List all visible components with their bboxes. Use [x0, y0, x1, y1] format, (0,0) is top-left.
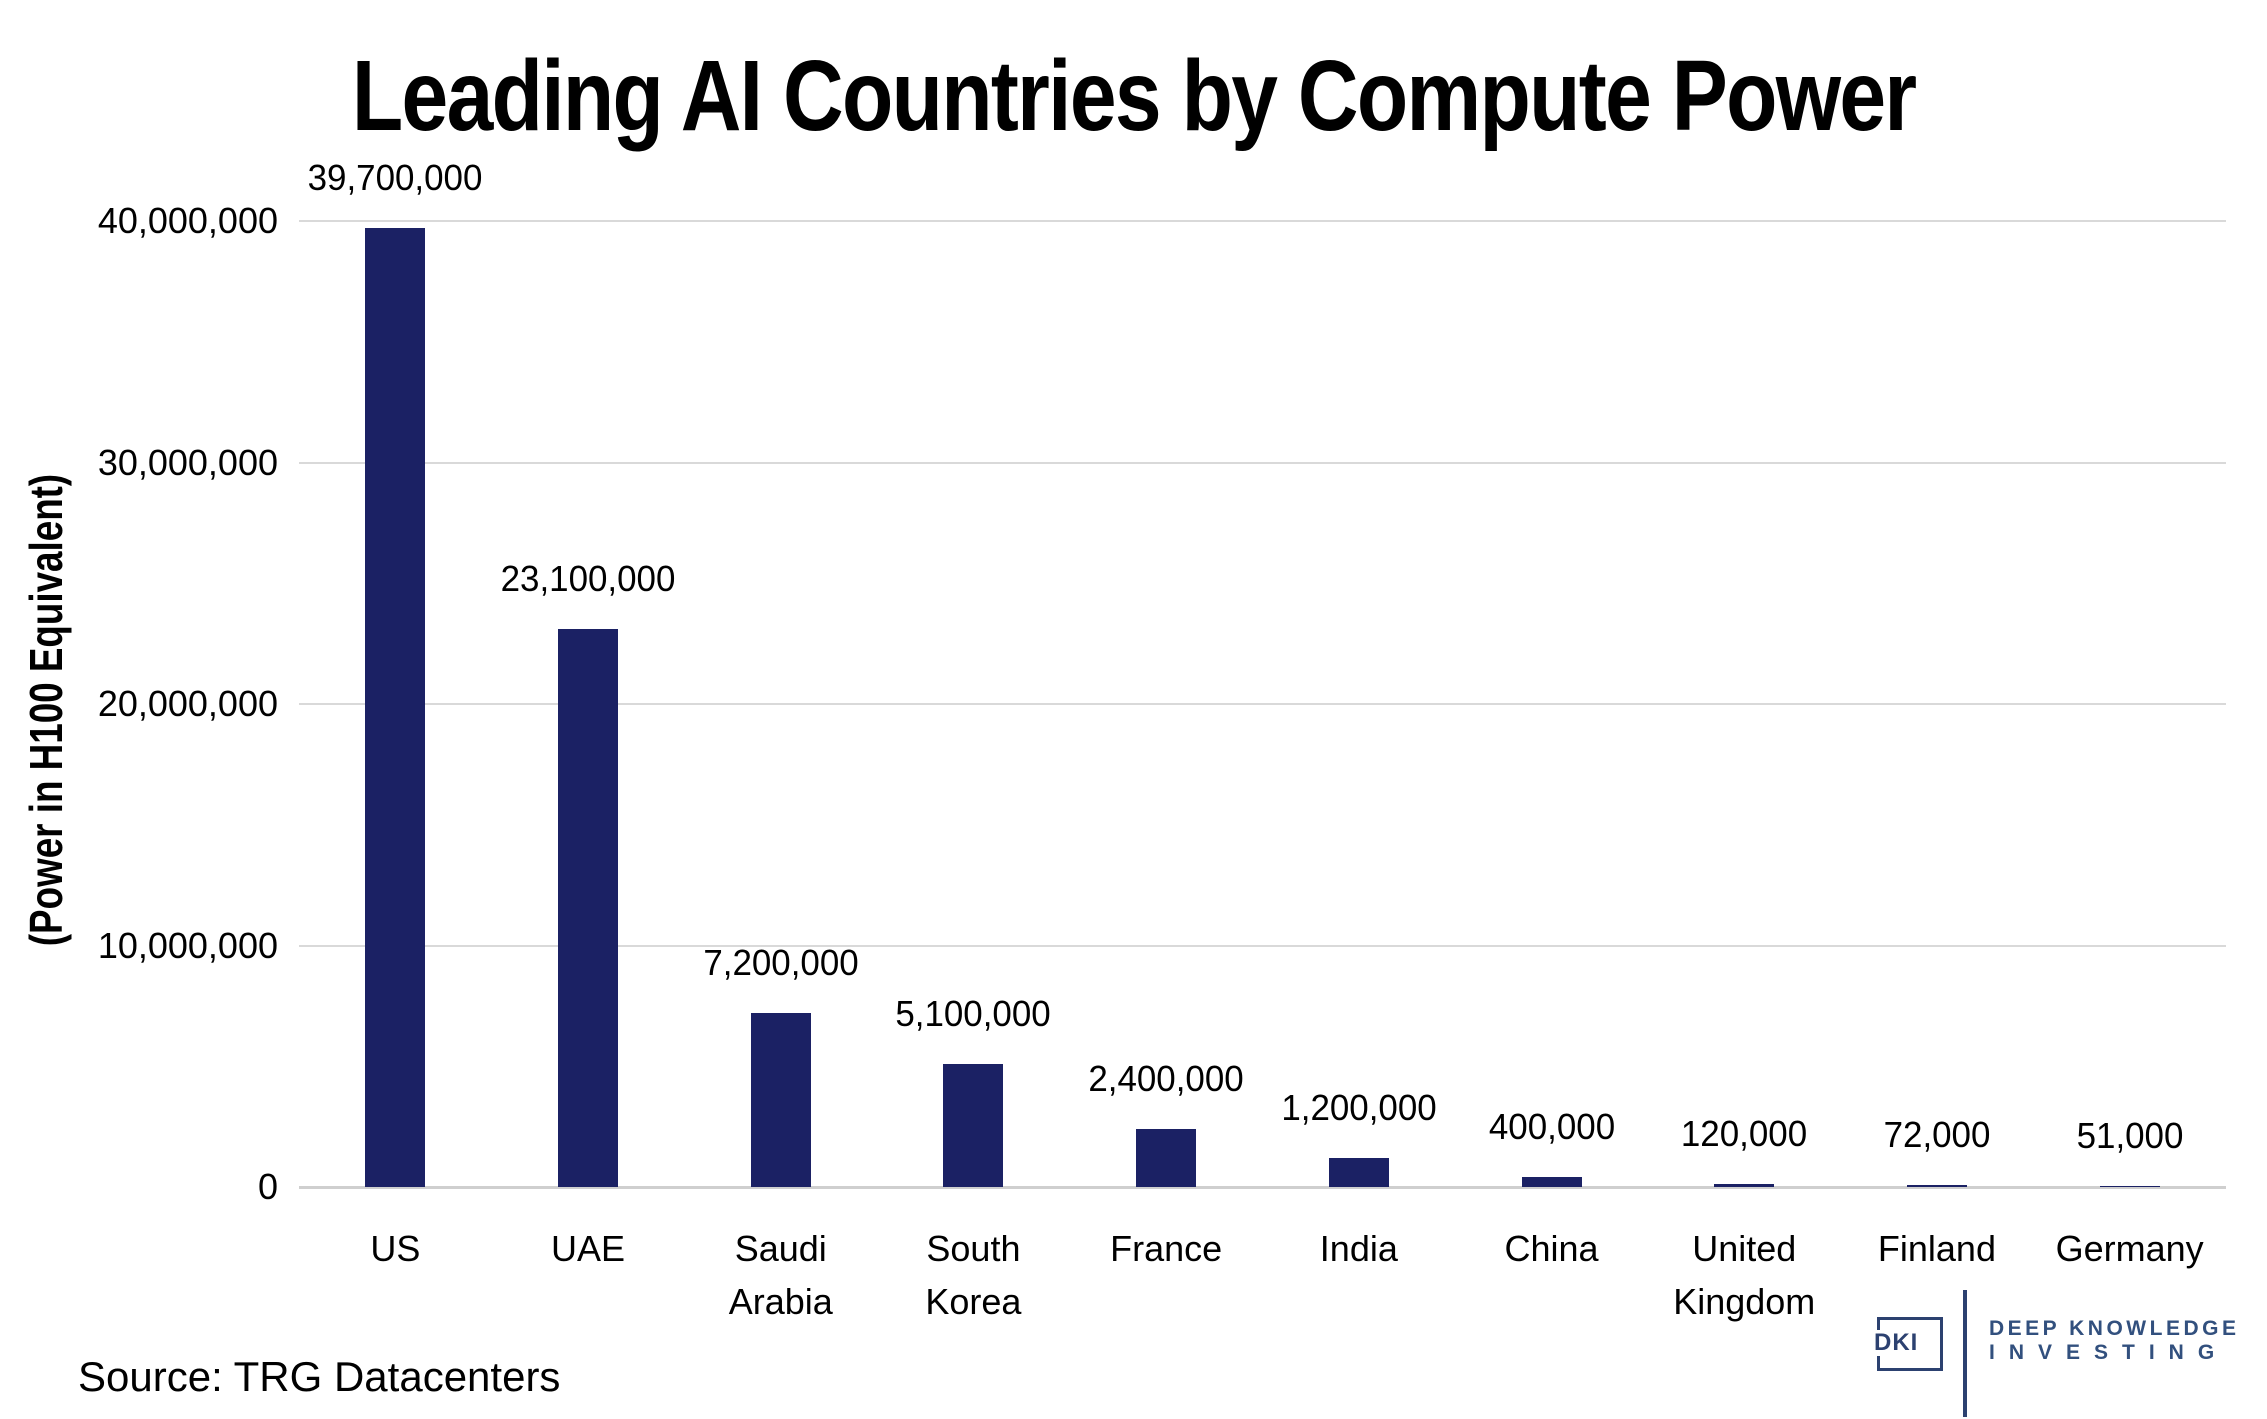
x-axis-label: South Korea	[877, 1222, 1070, 1328]
x-axis-label-line: South	[926, 1228, 1021, 1269]
x-axis-label-line: Finland	[1877, 1228, 1996, 1269]
y-tick-label: 30,000,000	[97, 441, 278, 483]
bar-value-label: 1,200,000	[1281, 1087, 1437, 1129]
dki-logo: DKI DEEP KNOWLEDGE INVESTING	[1855, 1288, 2267, 1419]
bar-france	[1136, 1129, 1197, 1187]
bar-value-label: 72,000	[1883, 1114, 1991, 1156]
x-axis-label-line: United	[1692, 1228, 1797, 1269]
x-axis-label-line: UAE	[551, 1228, 626, 1269]
gridline	[299, 461, 2226, 464]
bar-value-label: 2,400,000	[1088, 1058, 1244, 1100]
bar-saudi-arabia	[750, 1013, 811, 1187]
x-axis-label: US	[299, 1222, 492, 1275]
x-axis-label: United Kingdom	[1648, 1222, 1841, 1328]
x-axis-label: Finland	[1841, 1222, 2034, 1275]
bar-india	[1328, 1158, 1389, 1187]
y-tick-label: 0	[257, 1166, 278, 1207]
gridline	[299, 1186, 2226, 1189]
x-axis-label: China	[1455, 1222, 1648, 1275]
bar-us	[365, 228, 426, 1187]
bar-value-label: 5,100,000	[895, 992, 1052, 1034]
bar-value-label: 51,000	[2076, 1114, 2184, 1156]
bar-value-label: 120,000	[1681, 1113, 1808, 1155]
source-note: Source: TRG Datacenters	[78, 1353, 561, 1400]
bar-value-label: 400,000	[1488, 1106, 1615, 1148]
x-axis-label-line: Saudi	[734, 1228, 827, 1269]
bar-uae	[558, 629, 619, 1187]
x-axis-label-line: Germany	[2055, 1228, 2204, 1269]
x-axis-label: Saudi Arabia	[684, 1222, 877, 1328]
x-axis-label-line: China	[1504, 1228, 1599, 1269]
bar-value-label: 7,200,000	[703, 942, 859, 984]
x-axis-label-line: Korea	[925, 1281, 1022, 1322]
x-axis-label-line: Kingdom	[1673, 1281, 1816, 1322]
x-axis-label: UAE	[492, 1222, 685, 1275]
y-tick-label: 40,000,000	[97, 200, 278, 241]
chart-title-text: Leading AI Countries by Compute Power	[351, 40, 1917, 152]
x-axis-label-line: India	[1319, 1228, 1398, 1269]
bar-finland	[1906, 1185, 1967, 1187]
bar-germany	[2099, 1185, 2160, 1187]
bar-value-label: 39,700,000	[307, 157, 483, 199]
y-tick-label: 20,000,000	[97, 683, 278, 724]
dki-logo-divider	[1963, 1290, 1967, 1417]
gridline	[299, 703, 2226, 705]
dki-logo-wordmark-line1: DEEP KNOWLEDGE	[1989, 1317, 2240, 1340]
gridline	[299, 220, 2226, 222]
x-axis-label: Germany	[2033, 1222, 2226, 1275]
x-axis-label-line: Arabia	[728, 1281, 833, 1322]
bar-united-kingdom	[1714, 1184, 1775, 1187]
bar-value-label: 23,100,000	[500, 558, 676, 600]
x-axis-label: India	[1263, 1222, 1456, 1275]
chart-title: Leading AI Countries by Compute Power	[0, 40, 2267, 152]
x-axis-label-line: US	[370, 1228, 421, 1269]
gridline	[299, 944, 2226, 947]
y-tick-label: 10,000,000	[97, 924, 278, 966]
dki-logo-wordmark-line2: INVESTING	[1989, 1341, 2229, 1364]
x-axis-label-line: France	[1110, 1228, 1223, 1269]
bar-south-korea	[943, 1063, 1004, 1187]
dki-logo-badge: DKI	[1872, 1329, 1921, 1356]
bar-china	[1521, 1177, 1582, 1187]
x-axis-label: France	[1070, 1222, 1263, 1275]
